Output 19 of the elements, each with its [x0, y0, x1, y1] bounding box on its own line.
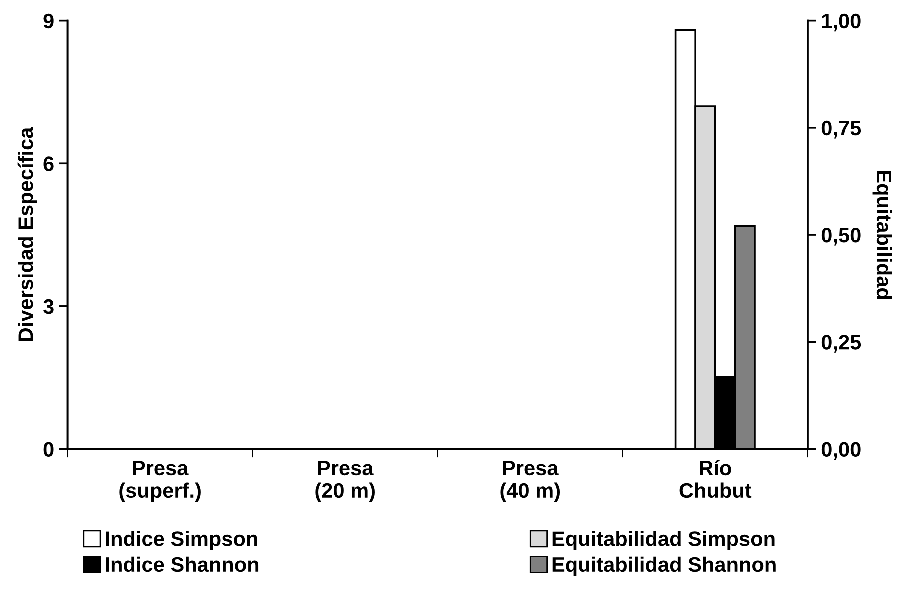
y2-tick-label: 0,50 [822, 228, 861, 246]
legend-label: Equitabilidad Simpson [552, 531, 775, 550]
x-tick-label: Río Chubut [680, 460, 752, 498]
legend-label: Indice Shannon [106, 556, 259, 572]
x-tick-label: Presa (40 m) [500, 461, 560, 502]
y2-tick-label: 0,00 [822, 442, 861, 460]
y2-tick-label: 0,25 [822, 335, 862, 353]
x-tick-label: Presa (superf.) [120, 461, 201, 502]
y-tick-label: 3 [43, 299, 54, 314]
y-tick-label: 9 [44, 14, 54, 29]
y-tick-label: 0 [44, 442, 54, 457]
legend-label: Equitabilidad Shannon [552, 556, 776, 576]
x-tick-label: Presa (20 m) [316, 461, 375, 502]
y2-tick-label: 0,75 [822, 120, 862, 139]
y2-tick-label: 1,00 [822, 14, 861, 32]
y-tick-label: 6 [44, 156, 54, 172]
legend-label: Indice Simpson [106, 531, 258, 550]
y2-axis-title: Equitabilidad [872, 171, 892, 300]
y-axis-title: Diversidad Específica [18, 127, 38, 342]
